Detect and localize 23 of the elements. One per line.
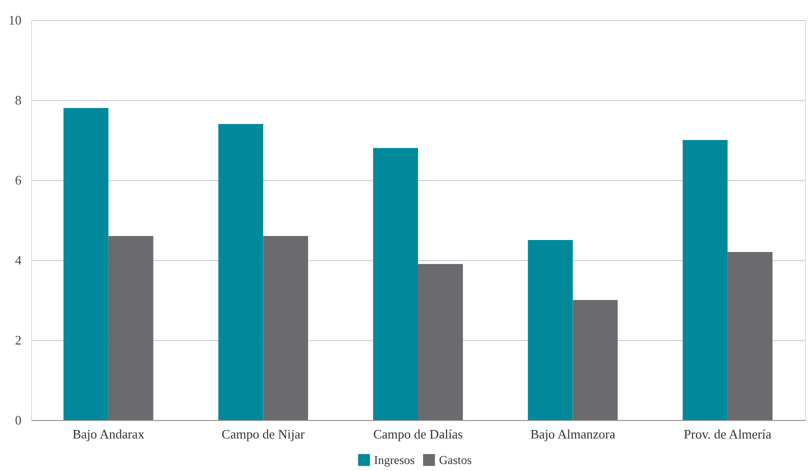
y-tick-label: 0 — [15, 412, 22, 428]
x-tick-label: Prov. de Almería — [684, 426, 772, 442]
bar — [64, 108, 108, 420]
legend-label: Gastos — [439, 453, 472, 467]
bar — [572, 300, 618, 420]
x-tick-label: Campo de Nijar — [222, 426, 306, 442]
y-tick-label: 10 — [8, 12, 22, 28]
bar — [218, 124, 264, 420]
bar — [682, 140, 728, 420]
y-tick-label: 4 — [15, 252, 22, 268]
bar — [263, 236, 308, 420]
y-tick-label: 6 — [15, 172, 22, 188]
bar — [373, 148, 418, 420]
bar — [728, 252, 772, 420]
x-tick-label: Bajo Andarax — [72, 426, 145, 442]
y-tick-label: 8 — [15, 92, 22, 108]
legend-label: Ingresos — [374, 453, 415, 467]
bar — [418, 264, 463, 420]
bar — [528, 240, 573, 420]
x-tick-label: Campo de Dalías — [373, 426, 463, 442]
x-tick-label: Bajo Almanzora — [530, 426, 616, 442]
bar — [108, 236, 154, 420]
y-tick-label: 2 — [15, 332, 22, 348]
